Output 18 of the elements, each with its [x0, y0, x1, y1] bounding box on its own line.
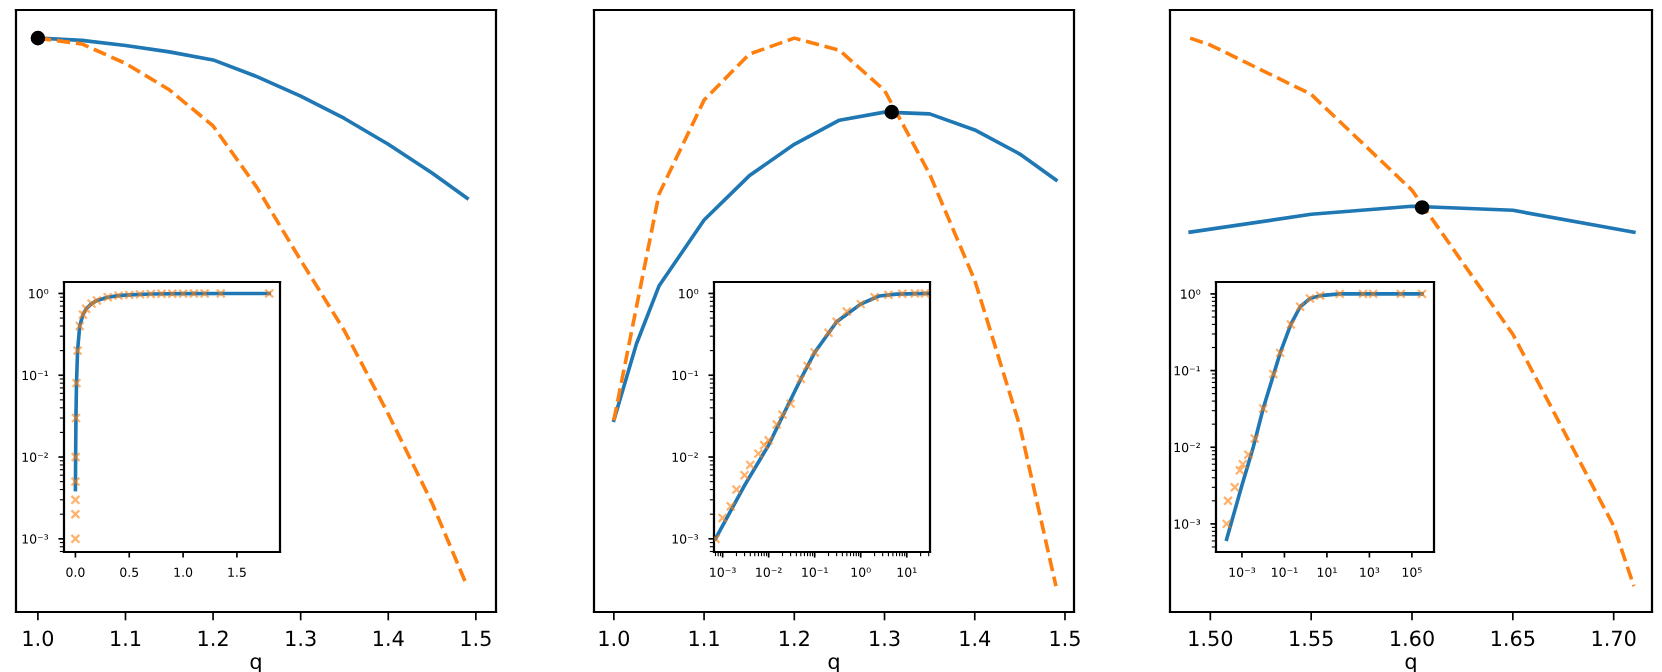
- x-tick-label: 1.1: [689, 630, 719, 646]
- x-tick-label: 1.70: [1592, 630, 1636, 647]
- x-tick-label: 1.4: [960, 630, 991, 646]
- x-tick-label: 1.2: [198, 630, 228, 646]
- x-tick-label: 1.3: [870, 630, 900, 647]
- x-tick-label: 1.0: [599, 630, 630, 647]
- x-tick-label: 1.3: [286, 630, 316, 647]
- x-tick-label: 1.5: [1050, 630, 1080, 647]
- x-tick-label: 1.65: [1491, 630, 1535, 647]
- x-tick-label: 1.0: [23, 630, 54, 647]
- x-tick-label: 1.2: [780, 630, 809, 646]
- x-tick-label: 1.4: [373, 630, 404, 646]
- x-tick-label: 1.50: [1189, 630, 1233, 647]
- x-tick-label: 1.1: [111, 630, 141, 646]
- line-series: [73, 291, 272, 492]
- x-tick-label: 1.5: [461, 630, 491, 647]
- x-tick-label: 1.55: [1290, 630, 1333, 647]
- x-tick-label: 1.60: [1391, 630, 1434, 647]
